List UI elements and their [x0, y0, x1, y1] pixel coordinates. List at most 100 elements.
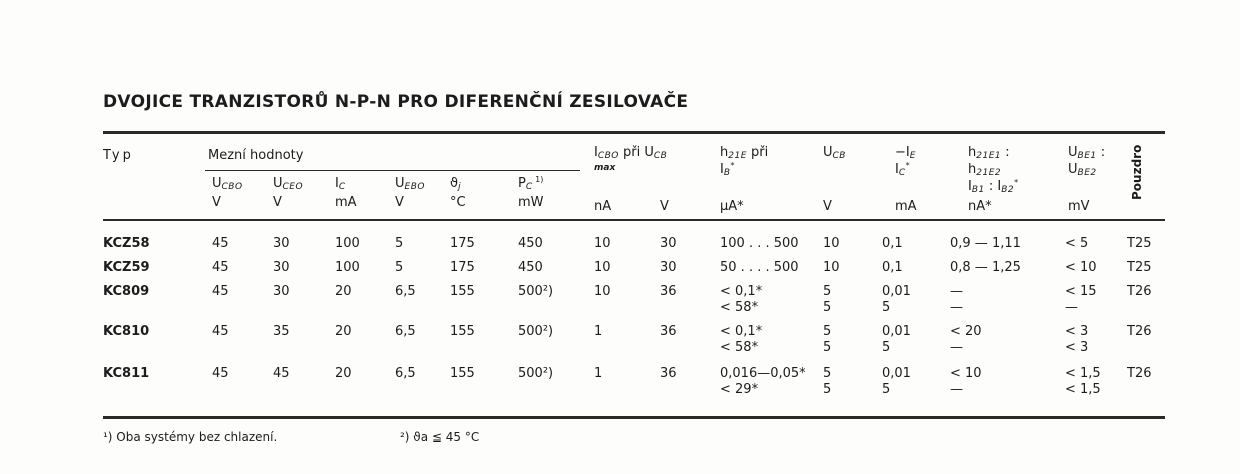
header-mezni-hodnoty: Mezní hodnoty [208, 148, 304, 163]
table-cell: 100 [335, 236, 360, 251]
table-cell: 175 [450, 236, 475, 251]
table-cell: 20 [335, 324, 352, 339]
table-cell: 6,5 [395, 324, 416, 339]
table-cell: 0,01 [882, 284, 911, 299]
table-cell: < 1,5 [1065, 382, 1101, 397]
table-cell: 20 [335, 366, 352, 381]
table-cell: 0,1 [882, 236, 903, 251]
column-header-max: max [594, 163, 616, 173]
table-cell: < 1,5 [1065, 366, 1101, 381]
column-header-label: UBE1 : [1068, 145, 1106, 161]
table-cell: 5 [882, 340, 891, 355]
table-cell: 1 [594, 324, 603, 339]
table-cell: T26 [1127, 324, 1152, 339]
table-cell: < 15 [1065, 284, 1097, 299]
row-type: KCZ58 [103, 236, 150, 251]
table-cell: 500²) [518, 366, 554, 381]
table-cell: 50 . . . . 500 [720, 260, 799, 275]
table-cell: 35 [273, 324, 290, 339]
table-cell: 6,5 [395, 284, 416, 299]
column-header-label: −IE [895, 145, 916, 161]
mezni-rule [205, 170, 580, 171]
row-type: KCZ59 [103, 260, 150, 275]
table-cell: — [950, 382, 963, 397]
table-cell: 45 [212, 236, 229, 251]
table-cell: — [1065, 300, 1078, 315]
column-header-unit: mW [518, 195, 544, 210]
table-cell: 36 [660, 324, 677, 339]
table-cell: < 58* [720, 340, 759, 355]
column-header-line2: UBE2 [1068, 162, 1097, 178]
column-header-unit: nA [594, 199, 612, 214]
table-cell: 45 [212, 260, 229, 275]
table-cell: 0,016—0,05* [720, 366, 806, 381]
table-cell: — [950, 300, 963, 315]
column-header-line2: IC* [895, 161, 910, 178]
column-header-label: ϑj [450, 176, 462, 192]
table-cell: 10 [823, 260, 840, 275]
column-header-unit: V [273, 195, 282, 210]
column-header-unit: °C [450, 195, 466, 210]
table-cell: 30 [660, 236, 677, 251]
table-cell: 5 [823, 340, 832, 355]
column-header-unit: V [823, 199, 832, 214]
table-cell: 5 [823, 366, 832, 381]
table-cell: 100 . . . 500 [720, 236, 799, 251]
table-cell: T25 [1127, 260, 1152, 275]
column-header-label: h21E1 : [968, 145, 1010, 161]
table-cell: 500²) [518, 324, 554, 339]
table-cell: T26 [1127, 284, 1152, 299]
table-cell: T26 [1127, 366, 1152, 381]
footnote-1: ¹) Oba systémy bez chlazení. [103, 430, 278, 444]
table-cell: 155 [450, 284, 475, 299]
table-cell: T25 [1127, 236, 1152, 251]
table-cell: 5 [395, 236, 404, 251]
column-header-label: UCEO [273, 176, 304, 192]
table-cell: 45 [273, 366, 290, 381]
table-cell: 5 [823, 284, 832, 299]
table-cell: 100 [335, 260, 360, 275]
table-cell: < 3 [1065, 324, 1089, 339]
table-cell: 30 [273, 260, 290, 275]
column-header-line2: IB* [720, 161, 735, 178]
table-cell: 0,8 — 1,25 [950, 260, 1021, 275]
column-header-label: IC [335, 176, 346, 192]
table-cell: 6,5 [395, 366, 416, 381]
table-cell: 20 [335, 284, 352, 299]
footnote-2: ²) ϑa ≦ 45 °C [400, 430, 480, 444]
table-cell: 500²) [518, 284, 554, 299]
table-cell: 1 [594, 366, 603, 381]
row-type: KC811 [103, 366, 150, 381]
column-header-label: UCB [823, 145, 846, 161]
table-cell: < 10 [950, 366, 982, 381]
table-cell: < 29* [720, 382, 759, 397]
table-cell: 10 [594, 284, 611, 299]
table-cell: 45 [212, 284, 229, 299]
row-type: KC809 [103, 284, 150, 299]
column-header-unit: nA* [968, 199, 992, 214]
table-cell: 5 [823, 324, 832, 339]
table-cell: 30 [273, 284, 290, 299]
table-cell: < 58* [720, 300, 759, 315]
column-header-unit: V [212, 195, 221, 210]
table-cell: — [950, 340, 963, 355]
table-cell: 36 [660, 366, 677, 381]
column-header-unit: mV [1068, 199, 1090, 214]
column-header-unit: mA [895, 199, 917, 214]
table-cell: — [950, 284, 963, 299]
table-cell: 450 [518, 236, 543, 251]
bottom-rule [103, 416, 1165, 419]
header-typ: Typ [103, 148, 134, 163]
table-cell: 5 [882, 382, 891, 397]
column-header-label: ICBO při UCB [594, 145, 668, 161]
column-header-line3: IB1 : IB2* [968, 178, 1019, 195]
table-cell: 10 [594, 260, 611, 275]
table-cell: < 5 [1065, 236, 1089, 251]
top-rule [103, 131, 1165, 134]
column-header-label: PC 1) [518, 175, 544, 192]
table-cell: 45 [212, 324, 229, 339]
row-type: KC810 [103, 324, 150, 339]
table-cell: 450 [518, 260, 543, 275]
table-cell: < 0,1* [720, 324, 763, 339]
